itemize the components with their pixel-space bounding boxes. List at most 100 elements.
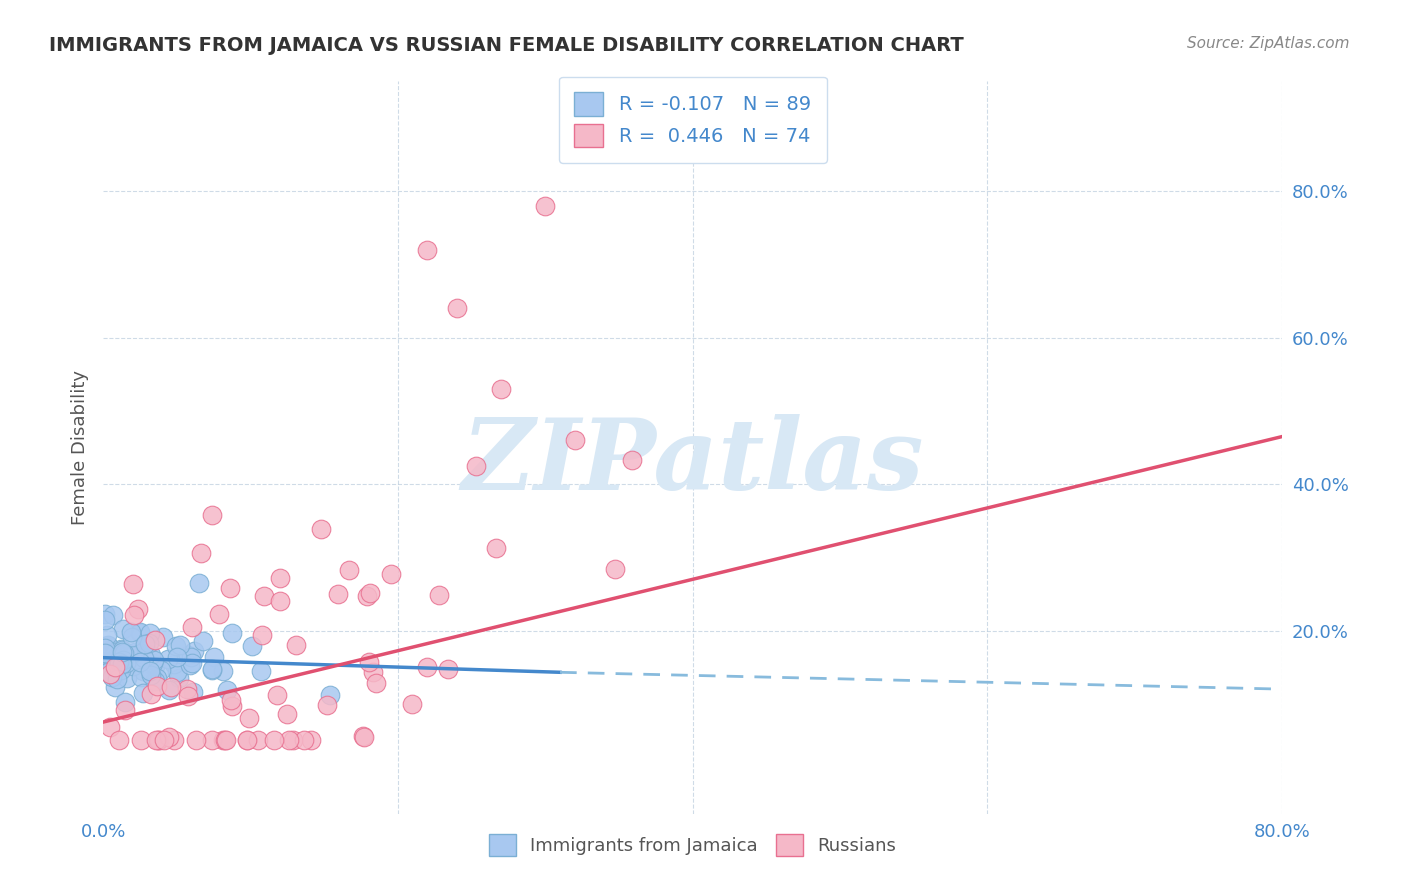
Point [263, 733, 285, 747]
Point [427, 588, 450, 602]
Point [107, 733, 129, 747]
Point [112, 646, 135, 660]
Point [236, 733, 259, 747]
Point [359, 655, 381, 669]
Point [415, 660, 437, 674]
Point [183, 644, 205, 658]
Point [269, 593, 291, 607]
Point [139, 668, 162, 682]
Point [326, 587, 349, 601]
Point [93, 607, 115, 621]
Point [110, 657, 132, 672]
Point [212, 733, 235, 747]
Point [221, 626, 243, 640]
Point [149, 663, 172, 677]
Point [146, 679, 169, 693]
Point [181, 620, 204, 634]
Point [484, 541, 506, 556]
Point [437, 662, 460, 676]
Point [139, 626, 162, 640]
Point [122, 658, 145, 673]
Point [489, 382, 512, 396]
Point [236, 733, 259, 747]
Point [111, 653, 134, 667]
Point [148, 733, 170, 747]
Point [129, 670, 152, 684]
Point [202, 650, 225, 665]
Y-axis label: Female Disability: Female Disability [72, 370, 89, 525]
Text: IMMIGRANTS FROM JAMAICA VS RUSSIAN FEMALE DISABILITY CORRELATION CHART: IMMIGRANTS FROM JAMAICA VS RUSSIAN FEMAL… [49, 36, 965, 54]
Legend: R = -0.107   N = 89, R =  0.446   N = 74: R = -0.107 N = 89, R = 0.446 N = 74 [558, 77, 827, 163]
Point [122, 577, 145, 591]
Point [101, 607, 124, 622]
Text: Source: ZipAtlas.com: Source: ZipAtlas.com [1187, 36, 1350, 51]
Point [152, 630, 174, 644]
Point [143, 632, 166, 647]
Point [128, 645, 150, 659]
Point [115, 656, 138, 670]
Point [465, 458, 488, 473]
Point [253, 589, 276, 603]
Point [201, 733, 224, 747]
Point [190, 546, 212, 560]
Point [167, 671, 190, 685]
Point [564, 434, 586, 448]
Point [115, 671, 138, 685]
Point [156, 652, 179, 666]
Point [250, 665, 273, 679]
Point [212, 664, 235, 678]
Point [603, 562, 626, 576]
Point [157, 682, 180, 697]
Point [240, 639, 263, 653]
Point [103, 680, 125, 694]
Point [94, 640, 117, 655]
Point [97, 665, 120, 679]
Point [221, 699, 243, 714]
Point [163, 657, 186, 672]
Point [238, 711, 260, 725]
Point [163, 733, 186, 747]
Point [176, 690, 198, 704]
Point [166, 649, 188, 664]
Point [114, 695, 136, 709]
Point [143, 658, 166, 673]
Point [153, 733, 176, 747]
Point [176, 648, 198, 662]
Point [103, 645, 125, 659]
Point [299, 733, 322, 747]
Point [285, 638, 308, 652]
Point [146, 671, 169, 685]
Point [292, 733, 315, 747]
Point [114, 648, 136, 662]
Point [208, 607, 231, 622]
Point [142, 657, 165, 671]
Point [281, 733, 304, 747]
Point [215, 683, 238, 698]
Point [110, 654, 132, 668]
Point [148, 733, 170, 747]
Point [534, 199, 557, 213]
Point [416, 243, 439, 257]
Point [111, 647, 134, 661]
Point [127, 602, 149, 616]
Point [380, 566, 402, 581]
Point [121, 631, 143, 645]
Point [94, 655, 117, 669]
Point [138, 636, 160, 650]
Point [309, 522, 332, 536]
Point [142, 653, 165, 667]
Point [139, 648, 162, 662]
Point [124, 607, 146, 622]
Point [184, 733, 207, 747]
Point [359, 585, 381, 599]
Point [120, 624, 142, 639]
Point [98, 667, 121, 681]
Point [145, 733, 167, 747]
Point [110, 641, 132, 656]
Point [157, 730, 180, 744]
Point [160, 680, 183, 694]
Point [246, 733, 269, 747]
Point [316, 698, 339, 712]
Point [353, 730, 375, 744]
Point [218, 581, 240, 595]
